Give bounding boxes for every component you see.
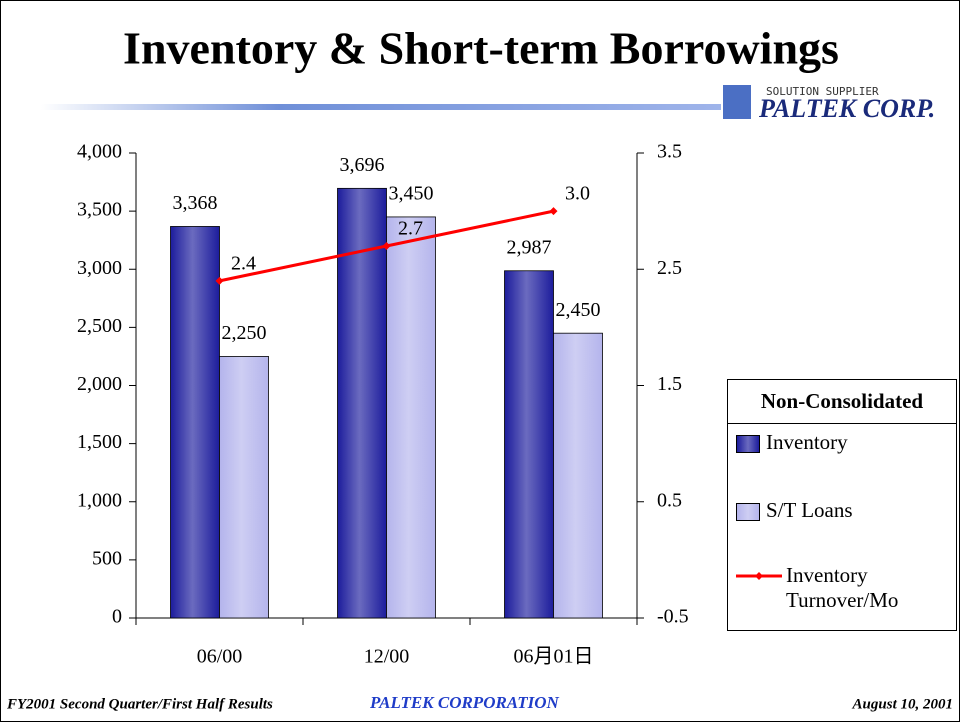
y-tick-label: 2,500 — [77, 315, 122, 337]
footer-right: August 10, 2001 — [852, 696, 953, 712]
logo-name: PALTEK CORP. — [758, 94, 935, 123]
line-marker — [382, 242, 391, 250]
y2-tick-label: 3.5 — [657, 141, 682, 163]
legend-line-icon — [736, 572, 782, 580]
y-tick-label: 4,000 — [77, 141, 122, 163]
y-tick-label: 2,000 — [77, 373, 122, 395]
legend-item: S/T Loans — [736, 498, 853, 523]
bar — [170, 226, 220, 619]
chart-title: Inventory & Short-term Borrowings — [123, 23, 839, 74]
bar — [553, 332, 603, 619]
data-label: 3,450 — [389, 183, 434, 205]
legend-item: Inventory — [736, 430, 848, 455]
data-label: 3,368 — [173, 192, 218, 214]
line-marker — [549, 207, 558, 216]
y2-tick-label: -0.5 — [657, 606, 689, 628]
y-tick-label: 1,500 — [77, 431, 122, 453]
line-marker — [215, 276, 224, 285]
data-label: 2,450 — [556, 299, 601, 321]
y2-tick-label: 0.5 — [657, 489, 682, 511]
y2-tick-label: 1.5 — [657, 373, 682, 395]
legend-swatch — [736, 503, 760, 521]
title-rule — [41, 104, 721, 110]
legend: Non-Consolidated Inventory S/T Loans Inven… — [727, 379, 957, 631]
bar — [504, 270, 554, 619]
bar — [386, 216, 436, 619]
data-label: 3,696 — [340, 154, 385, 176]
legend-line — [736, 563, 782, 589]
data-label: 3.0 — [565, 183, 590, 205]
y-tick-label: 3,500 — [77, 199, 122, 221]
legend-swatch — [736, 435, 760, 453]
logo-icon — [723, 85, 751, 119]
legend-label: Inventory Turnover/Mo — [786, 563, 899, 612]
y-tick-label: 500 — [92, 547, 122, 569]
footer-left: FY2001 Second Quarter/First Half Results — [6, 696, 273, 712]
data-label: 2.7 — [398, 218, 423, 240]
legend-label: S/T Loans — [766, 498, 853, 522]
legend-label: Inventory — [766, 430, 848, 454]
x-tick-label: 06/00 — [197, 646, 243, 668]
x-tick-label: 12/00 — [364, 646, 410, 668]
y2-tick-label: 2.5 — [657, 257, 682, 279]
logo-tagline: SOLUTION SUPPLIER — [766, 85, 879, 98]
bar — [219, 356, 269, 619]
x-tick-label: 06月01日 — [514, 646, 594, 668]
legend-item: Inventory Turnover/Mo — [736, 563, 916, 613]
y-tick-label: 1,000 — [77, 489, 122, 511]
footer-center: PALTEK CORPORATION — [369, 693, 559, 712]
y-tick-label: 0 — [112, 606, 122, 628]
data-label: 2,250 — [222, 322, 267, 344]
legend-title: Non-Consolidated — [728, 380, 956, 424]
y-tick-label: 3,000 — [77, 257, 122, 279]
data-label: 2,987 — [507, 236, 552, 258]
data-label: 2.4 — [231, 252, 256, 274]
bar — [337, 187, 387, 619]
